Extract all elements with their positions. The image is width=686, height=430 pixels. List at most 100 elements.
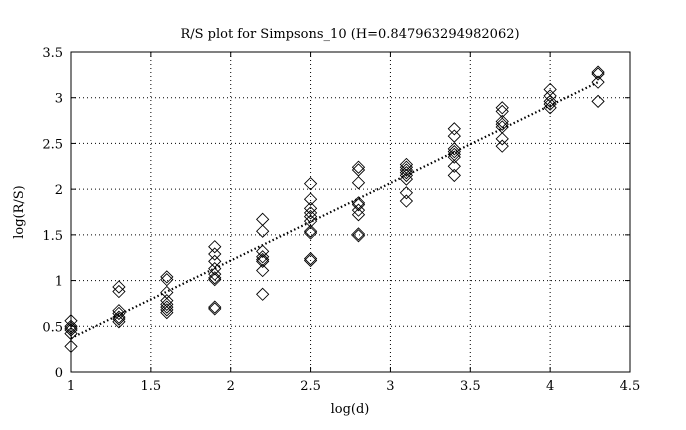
y-tick-label: 0.5: [42, 320, 63, 335]
data-point: [112, 312, 126, 326]
data-point: [399, 186, 414, 200]
data-point: [591, 65, 605, 79]
data-point: [208, 247, 222, 261]
data-point: [112, 306, 126, 321]
data-point: [303, 226, 318, 240]
x-tick-label: 1.5: [141, 379, 162, 394]
fit-line-group: [70, 81, 599, 340]
data-point: [303, 201, 318, 215]
data-point: [208, 240, 222, 254]
x-tick-label: 4.5: [620, 379, 641, 394]
data-point: [351, 208, 366, 222]
data-point: [591, 75, 605, 89]
data-point: [399, 172, 414, 186]
data-point: [303, 224, 318, 238]
data-point: [160, 300, 174, 314]
data-point: [543, 94, 557, 109]
x-tick-label: 3: [386, 379, 394, 394]
y-tick-label: 3.5: [42, 46, 63, 61]
fit-line: [70, 81, 599, 340]
data-point: [447, 142, 461, 156]
data-point: [160, 305, 174, 320]
data-point: [208, 254, 222, 269]
data-point: [256, 250, 270, 264]
data-point: [351, 227, 366, 241]
y-axis-label: log(R/S): [12, 185, 27, 239]
data-point: [351, 229, 366, 243]
grid-lines: [71, 52, 630, 372]
data-point: [591, 67, 605, 81]
x-tick-label: 1: [67, 379, 75, 394]
data-point: [208, 267, 222, 281]
x-tick-label: 2.5: [300, 379, 321, 394]
data-point: [351, 160, 366, 174]
data-point: [495, 117, 509, 131]
data-point: [543, 97, 557, 111]
x-tick-labels: 1 1.5 2 2.5 3 3.5 4 4.5: [67, 379, 640, 394]
y-tick-label: 1.5: [42, 229, 63, 244]
data-point: [256, 244, 270, 258]
data-point: [351, 198, 366, 212]
data-point: [303, 251, 318, 266]
data-point: [256, 224, 270, 238]
data-point: [112, 310, 126, 324]
data-point: [256, 252, 270, 267]
data-point: [447, 159, 461, 173]
y-tick-label: 1: [55, 275, 63, 290]
data-point: [160, 297, 174, 311]
data-point: [543, 101, 557, 115]
data-point: [447, 145, 461, 159]
data-point: [112, 284, 126, 299]
data-point: [303, 192, 318, 206]
data-points: [64, 65, 605, 354]
data-point: [256, 254, 270, 269]
chart-title: R/S plot for Simpsons_10 (H=0.8479632949…: [180, 27, 519, 42]
plot-background: [71, 52, 630, 372]
y-tick-label: 2.5: [42, 137, 63, 152]
data-point: [303, 253, 318, 268]
data-point: [208, 262, 222, 276]
y-tick-label: 0: [55, 366, 63, 381]
x-tick-label: 2: [227, 379, 235, 394]
x-tick-label: 4: [546, 379, 554, 394]
data-point: [208, 271, 222, 285]
data-point: [495, 104, 509, 119]
data-point: [256, 263, 270, 278]
data-point: [399, 194, 414, 208]
data-point: [495, 101, 509, 115]
data-point: [303, 209, 318, 224]
data-point: [112, 315, 126, 329]
data-point: [495, 132, 509, 146]
y-tick-labels: 0 0.5 1 1.5 2 2.5 3 3.5: [42, 46, 63, 381]
data-point: [399, 166, 414, 180]
data-point: [208, 273, 222, 287]
data-point: [256, 287, 270, 301]
data-point: [399, 168, 414, 183]
y-tick-label: 3: [55, 92, 63, 107]
data-point: [351, 163, 366, 177]
data-point: [208, 302, 222, 316]
data-point: [208, 300, 222, 314]
y-tick-label: 2: [55, 183, 63, 198]
plot-frame: [70, 51, 631, 373]
data-point: [399, 163, 414, 177]
data-point: [447, 150, 461, 164]
data-point: [160, 270, 174, 284]
data-point: [447, 122, 461, 136]
data-point: [447, 129, 461, 143]
data-point: [160, 273, 174, 287]
data-point: [160, 303, 174, 317]
data-point: [351, 176, 366, 190]
data-point: [591, 94, 605, 109]
data-point: [399, 157, 414, 172]
data-point: [112, 304, 126, 318]
data-point: [447, 168, 461, 183]
x-tick-label: 3.5: [460, 379, 481, 394]
data-point: [303, 206, 318, 220]
data-point: [303, 177, 318, 191]
x-axis-label: log(d): [331, 402, 370, 417]
data-point: [351, 203, 366, 217]
data-point: [495, 139, 509, 153]
data-point: [112, 280, 126, 294]
